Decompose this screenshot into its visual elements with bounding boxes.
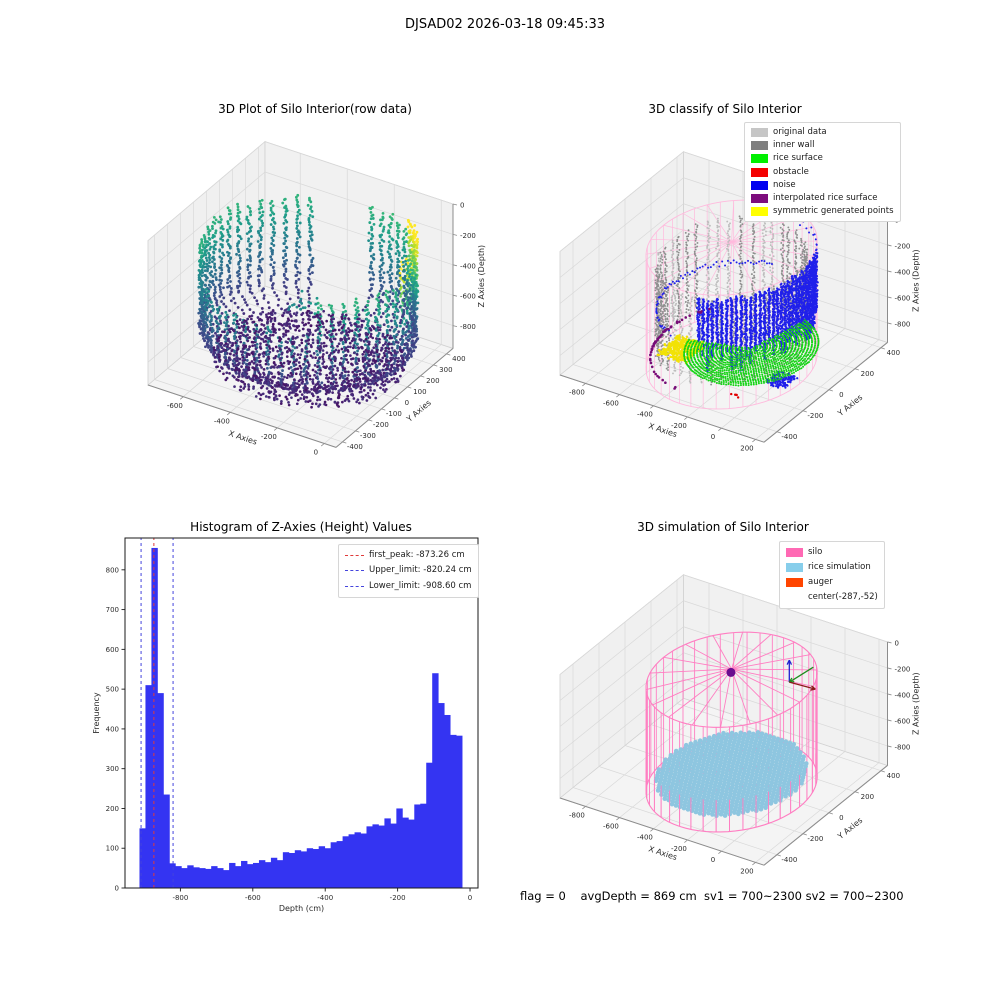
classify-legend-item-3-swatch: [751, 167, 768, 177]
simulation-legend-item-3-label: center(-287,-52): [808, 591, 878, 602]
simulation-legend-item-2: auger: [786, 575, 878, 590]
histogram-legend-item-2-label: Lower_limit: -908.60 cm: [369, 580, 472, 591]
classify-legend-item-1-swatch: [751, 141, 768, 151]
plot2-title: 3D classify of Silo Interior: [648, 102, 802, 116]
classify-legend-item-0-swatch: [751, 128, 768, 138]
simulation-legend-item-2-label: auger: [808, 576, 833, 587]
simulation-legend-item-3: center(-287,-52): [786, 590, 878, 605]
classify-legend-item-5-swatch: [751, 193, 768, 203]
classify-legend-item-2-label: rice surface: [773, 153, 823, 164]
simulation-legend-item-1: rice simulation: [786, 560, 878, 575]
simulation-legend: silo rice simulation auger center(-287,-52): [779, 541, 885, 609]
histogram-legend-item-2: Lower_limit: -908.60 cm: [345, 579, 472, 594]
figure-title: DJSAD02 2026-03-18 09:45:33: [405, 17, 605, 32]
histogram-legend-item-0: first_peak: -873.26 cm: [345, 548, 472, 563]
classify-legend-item-0-label: original data: [773, 127, 827, 137]
classify-legend-item-3-label: obstacle: [773, 166, 809, 177]
histogram-legend-item-0-label: first_peak: -873.26 cm: [369, 550, 465, 560]
classify-legend-item-2: rice surface: [751, 152, 894, 165]
simulation-legend-item-1-swatch: [786, 562, 803, 572]
classify-legend-item-4: noise: [751, 179, 894, 192]
classify-legend-item-6-swatch: [751, 207, 768, 217]
simulation-legend-item-1-label: rice simulation: [808, 561, 871, 572]
simulation-legend-item-0-label: silo: [808, 547, 823, 557]
classify-legend-item-6-label: symmetric generated points: [773, 206, 894, 217]
histogram-legend-item-1-label: Upper_limit: -820.24 cm: [369, 565, 472, 576]
classify-legend-item-1: inner wall: [751, 139, 894, 152]
classify-legend-item-3: obstacle: [751, 166, 894, 179]
histogram-legend: first_peak: -873.26 cm Upper_limit: -820.…: [338, 544, 479, 598]
classify-legend-item-5: interpolated rice surface: [751, 192, 894, 205]
histogram-legend-item-1-swatch: [345, 570, 364, 572]
plot4-title: 3D simulation of Silo Interior: [637, 520, 809, 534]
classify-legend: original data inner wall rice surface obsta…: [744, 122, 901, 223]
histogram-legend-item-1: Upper_limit: -820.24 cm: [345, 563, 472, 578]
plot3-title: Histogram of Z-Axies (Height) Values: [190, 520, 412, 534]
simulation-legend-item-0-swatch: [786, 547, 803, 557]
classify-legend-item-4-label: noise: [773, 179, 796, 190]
plot1-title: 3D Plot of Silo Interior(row data): [218, 102, 412, 116]
classify-legend-item-6: symmetric generated points: [751, 205, 894, 218]
simulation-legend-item-2-swatch: [786, 577, 803, 587]
simulation-legend-item-0: silo: [786, 545, 878, 560]
histogram-legend-item-2-swatch: [345, 585, 364, 587]
status-text: flag = 0 avgDepth = 869 cm sv1 = 700~230…: [520, 889, 904, 903]
classify-legend-item-2-swatch: [751, 154, 768, 164]
classify-legend-item-5-label: interpolated rice surface: [773, 192, 878, 203]
classify-legend-item-4-swatch: [751, 180, 768, 190]
classify-legend-item-0: original data: [751, 126, 894, 139]
classify-legend-item-1-label: inner wall: [773, 140, 815, 151]
histogram-legend-item-0-swatch: [345, 555, 364, 557]
